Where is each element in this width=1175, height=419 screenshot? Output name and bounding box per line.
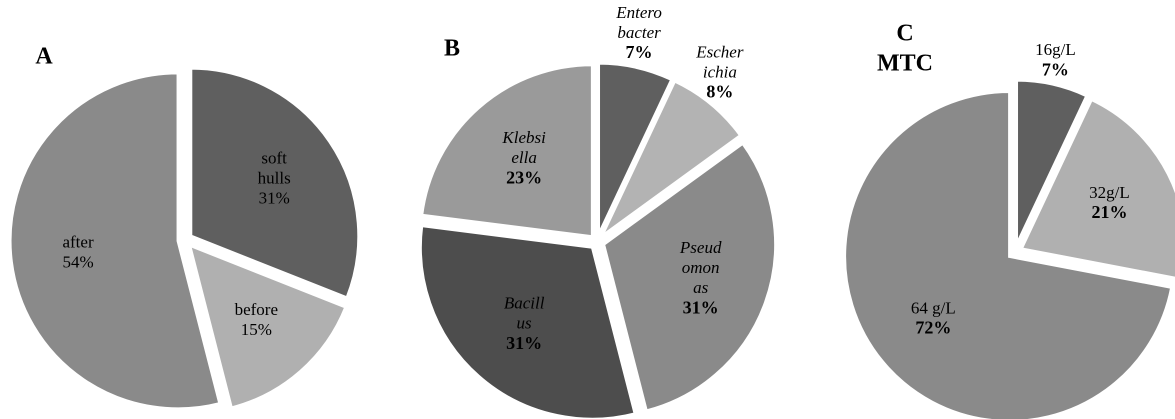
slice-label: Entero [615, 3, 662, 22]
slice-label: 32g/L [1089, 183, 1130, 202]
chart-title: C [896, 21, 913, 47]
chart-title: B [444, 36, 460, 62]
slice-label: ichia [703, 62, 737, 81]
pie-slice [187, 242, 348, 410]
slice-label: Klebsi [501, 128, 546, 147]
value-label: 31% [259, 188, 290, 207]
pie-slice [189, 66, 361, 300]
value-label: 7% [626, 42, 653, 62]
value-label: 23% [506, 167, 542, 187]
pie-slice [1019, 97, 1175, 280]
pie-slice [600, 78, 743, 238]
value-label: 31% [683, 297, 719, 317]
pie-slice [8, 71, 222, 411]
value-label: 8% [706, 82, 733, 102]
value-label: 72% [915, 318, 951, 338]
slice-label: bacter [617, 23, 661, 42]
slice-label: hulls [258, 168, 291, 187]
slice-label: after [62, 232, 93, 251]
pie-slice [597, 61, 674, 236]
pie-chart: C MTC 16g/L7% 32g/L21% 64 g/L72% [843, 21, 1175, 419]
value-label: 7% [1042, 59, 1069, 79]
value-label: 31% [506, 333, 542, 353]
slice-label: omon [682, 258, 720, 277]
slice-label: 16g/L [1035, 40, 1076, 59]
slice-label: Escher [695, 42, 744, 61]
slice-label: soft [261, 148, 287, 167]
chart-title: MTC [877, 51, 933, 77]
pie-slice [843, 89, 1174, 419]
slice-label: 64 g/L [911, 298, 956, 317]
value-label: 21% [1091, 202, 1127, 222]
pie-slice [418, 224, 637, 419]
slice-label: us [517, 314, 533, 333]
value-label: 54% [62, 252, 93, 271]
slice-label: ella [511, 148, 537, 167]
pie-slice [420, 63, 594, 239]
value-label: 15% [241, 320, 272, 339]
slice-label: before [235, 300, 278, 319]
pie-slice [601, 141, 778, 413]
slice-label: Bacill [504, 294, 545, 313]
chart-title: A [35, 44, 53, 70]
slice-label: as [693, 278, 709, 297]
slice-label: Pseud [679, 238, 722, 257]
pie-slice [1015, 78, 1089, 246]
